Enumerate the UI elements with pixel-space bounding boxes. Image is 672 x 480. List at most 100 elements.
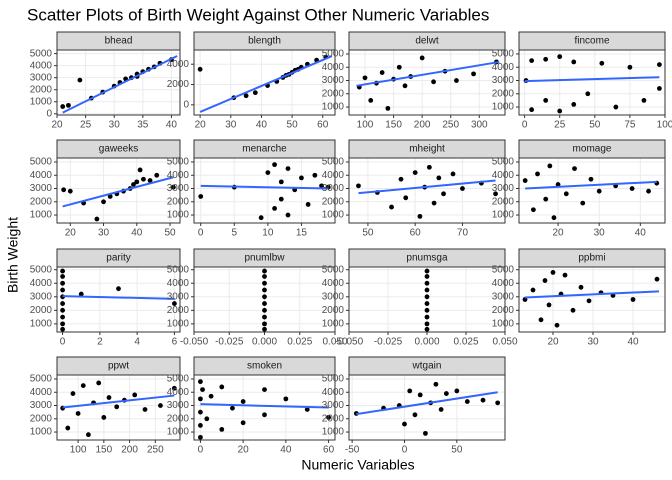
point	[147, 178, 153, 183]
facet-panel: 20 30 40 50 1000 2000 3000 4000 5000 gaweeks	[30, 139, 181, 239]
y-tick-label: 4000	[30, 278, 53, 289]
point	[460, 186, 465, 191]
point	[557, 54, 563, 60]
point	[646, 188, 651, 194]
facet-panel: 100 150 200 250 1000 2000 3000 4000 5000 ppwt	[30, 356, 181, 456]
y-tick-label: 3000	[492, 75, 515, 86]
strip	[193, 356, 336, 376]
point	[262, 314, 267, 320]
point	[243, 93, 249, 99]
y-tick-label: 3000	[322, 400, 345, 411]
x-tick-label: 0.025	[453, 337, 478, 348]
point	[402, 421, 407, 427]
x-tick-label: 70	[457, 228, 469, 239]
x-tick-label: 0.050	[322, 337, 347, 348]
point	[417, 392, 423, 398]
point	[60, 301, 65, 306]
point	[70, 391, 76, 396]
point	[412, 170, 418, 175]
x-tick-label: 20	[238, 445, 250, 456]
point	[171, 385, 177, 391]
point	[571, 59, 577, 65]
point	[471, 71, 476, 77]
y-tick-label: 2000	[167, 413, 190, 424]
point	[554, 322, 560, 328]
strip-label: smoken	[247, 361, 282, 372]
point	[550, 270, 556, 275]
y-tick-label: 1000	[492, 210, 515, 221]
facet-panel: 0 5 10 15 1000 2000 3000 4000 5000 menarche	[167, 139, 336, 239]
point	[570, 307, 576, 313]
point	[529, 107, 535, 113]
y-tick-label: 5000	[322, 374, 345, 385]
point	[547, 163, 553, 169]
strip	[348, 31, 506, 51]
point	[431, 200, 437, 206]
point	[101, 199, 106, 205]
x-tick-label: 250	[442, 120, 459, 131]
facet-panel: 20 30 40 1000 2000 3000 4000 5000 momage	[492, 139, 666, 239]
x-tick-label: 0	[198, 228, 204, 239]
point	[305, 202, 311, 207]
point	[424, 301, 430, 306]
x-tick-label: 40	[131, 228, 143, 239]
facet-panel: -0.050 -0.025 0.000 0.025 0.050 1000 2000 3000 4…	[322, 248, 518, 348]
point	[312, 172, 318, 178]
strip	[193, 248, 336, 268]
fit-line	[62, 394, 175, 409]
y-tick-label: 4000	[167, 387, 190, 398]
point	[299, 175, 304, 181]
facet-panel: 20 30 40 50 60 0 2000 4000 blength	[167, 31, 336, 131]
y-tick-label: 3000	[322, 183, 345, 194]
point	[627, 64, 633, 70]
points	[262, 268, 267, 332]
x-tick-label: 50	[589, 120, 601, 131]
y-tick-label: 4000	[492, 62, 515, 73]
fit-line	[358, 179, 496, 195]
point	[578, 284, 584, 290]
point	[60, 326, 65, 332]
points	[424, 268, 430, 332]
strip-label: blength	[248, 36, 281, 47]
strip	[56, 139, 181, 159]
fit-line	[356, 391, 498, 416]
point	[134, 179, 140, 185]
point	[198, 434, 203, 440]
point	[530, 287, 536, 293]
strip-label: ppbmi	[578, 253, 605, 264]
x-tick-label: 75	[624, 120, 636, 131]
x-tick-label: 0.050	[492, 337, 517, 348]
y-tick-label: 3000	[322, 291, 345, 302]
y-tick-label: 0	[46, 108, 52, 119]
x-tick-label: 40	[256, 120, 268, 131]
point	[219, 426, 225, 432]
strip-label: fincome	[574, 36, 609, 47]
fit-line	[200, 184, 329, 190]
strip	[348, 356, 506, 376]
point	[319, 183, 324, 189]
x-tick-label: 250	[147, 445, 164, 456]
y-tick-label: 4000	[167, 59, 190, 70]
x-tick-label: 20	[553, 228, 565, 239]
x-tick-label: 4	[134, 337, 140, 348]
facet-panel: 0 2 4 6 1000 2000 3000 4000 5000 parity	[30, 248, 181, 348]
point	[172, 301, 177, 306]
point	[60, 268, 65, 274]
point	[198, 379, 203, 385]
point	[60, 287, 65, 293]
y-tick-label: 3000	[30, 291, 53, 302]
panel-background	[194, 158, 335, 223]
point	[424, 268, 430, 274]
x-tick-label: 30	[587, 337, 599, 348]
point	[424, 274, 430, 279]
point	[402, 83, 408, 89]
point	[198, 396, 203, 402]
y-tick-label: 3000	[30, 400, 53, 411]
point	[464, 399, 470, 404]
point	[441, 191, 446, 197]
point	[599, 60, 605, 66]
point	[101, 415, 107, 420]
y-tick-label: 1000	[30, 96, 53, 107]
point	[433, 381, 439, 387]
point	[571, 101, 577, 107]
